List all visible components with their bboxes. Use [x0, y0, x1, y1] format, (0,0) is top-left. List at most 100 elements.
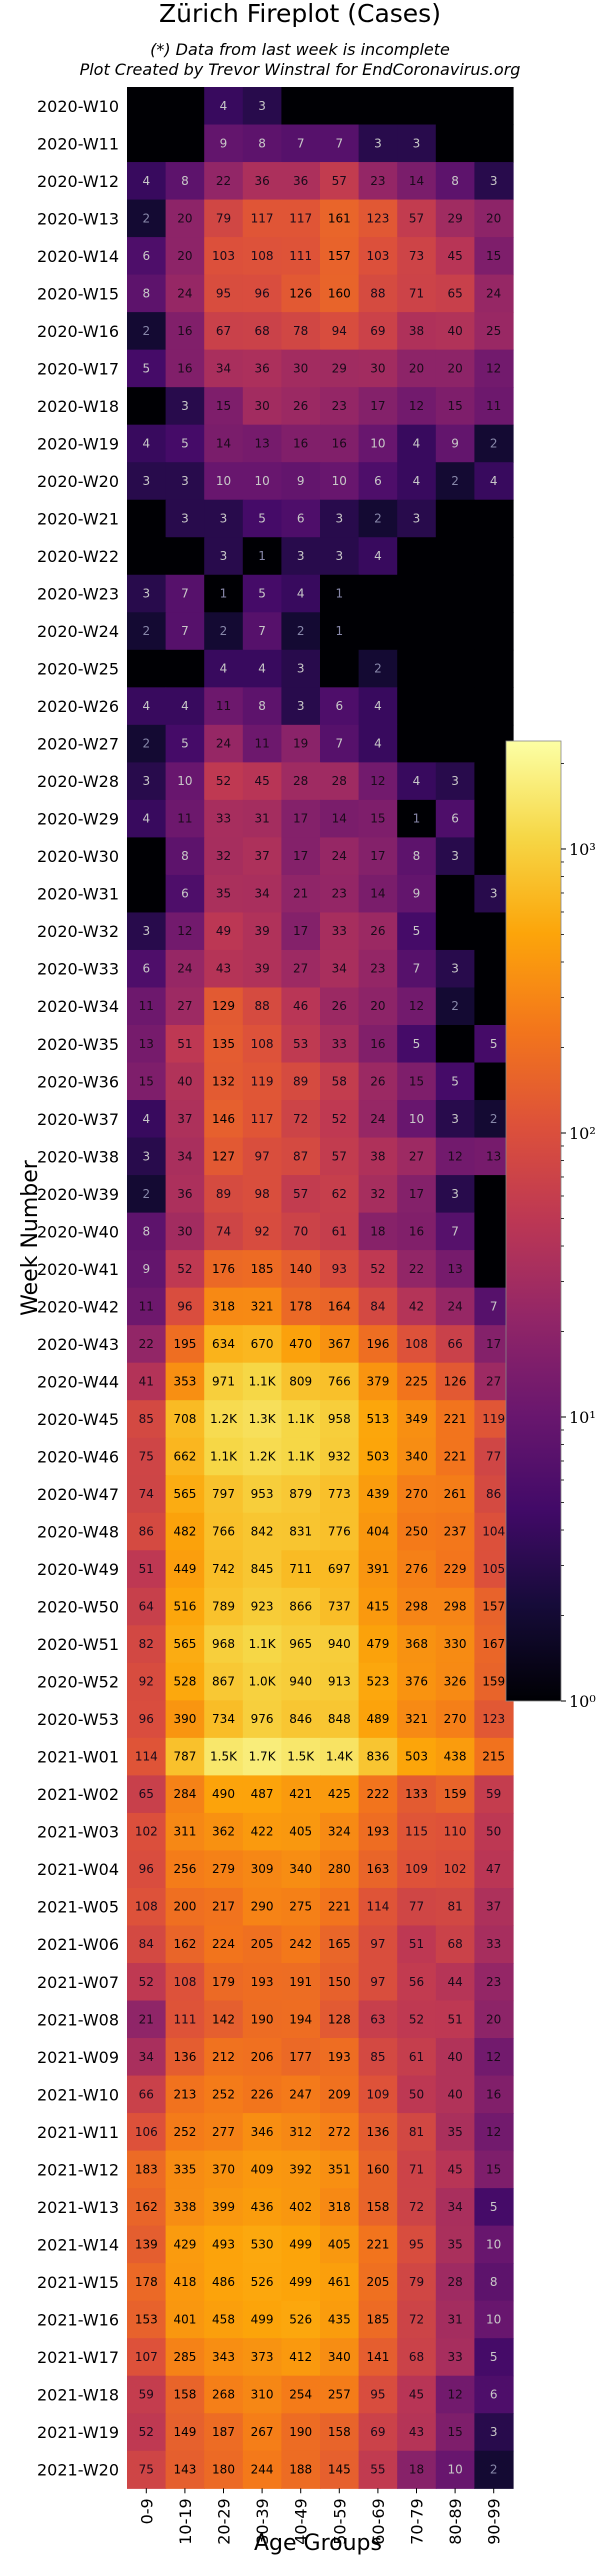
heatmap-cell [127, 1625, 167, 1664]
heatmap-cell [165, 1325, 205, 1364]
heatmap-cell [242, 2413, 282, 2452]
heatmap-cell [127, 2225, 167, 2264]
cell-value-label: 349 [405, 1412, 428, 1426]
heatmap-cell [281, 237, 321, 276]
cell-value-label: 40 [447, 2050, 462, 2064]
week-label: 2021-W05 [37, 1898, 119, 1917]
cell-value-label: 3 [490, 887, 498, 901]
cell-value-label: 7 [258, 624, 266, 638]
heatmap-cell [358, 612, 398, 651]
heatmap-cell [204, 2450, 244, 2489]
heatmap-cell [320, 1437, 360, 1476]
cell-value-label: 157 [328, 249, 351, 263]
heatmap-cell [320, 1062, 360, 1101]
cell-value-label: 78 [293, 324, 308, 338]
heatmap-cell [204, 1475, 244, 1514]
cell-value-label: 2 [451, 474, 459, 488]
heatmap-cell [165, 1700, 205, 1739]
cell-value-label: 57 [409, 211, 424, 225]
cell-value-label: 224 [212, 1937, 235, 1951]
cell-value-label: 3 [335, 511, 343, 525]
cell-value-label: 96 [139, 1862, 154, 1876]
cell-value-label: 221 [328, 1900, 351, 1914]
heatmap-cell [320, 424, 360, 463]
cell-value-label: 3 [142, 587, 150, 601]
heatmap-cell [358, 274, 398, 313]
cell-value-label: 4 [413, 774, 421, 788]
colorbar-tick-label: 10⁰ [569, 1692, 596, 1711]
heatmap-cell [435, 124, 475, 163]
heatmap-cell [397, 1062, 437, 1101]
heatmap-cell [397, 1137, 437, 1176]
heatmap-cell [435, 2150, 475, 2189]
heatmap-cell [127, 1925, 167, 1964]
cell-value-label: 3 [335, 549, 343, 563]
heatmap-cell [242, 2263, 282, 2302]
cell-value-label: 1.5K [210, 1750, 238, 1764]
cell-value-label: 7 [297, 136, 305, 150]
cell-value-label: 96 [254, 286, 269, 300]
cell-value-label: 28 [447, 2275, 462, 2289]
cell-value-label: 109 [366, 2087, 389, 2101]
heatmap-cell [281, 2225, 321, 2264]
cell-value-label: 30 [254, 399, 269, 413]
heatmap-cell [165, 912, 205, 951]
heatmap-cell [397, 2225, 437, 2264]
heatmap-cell [281, 1287, 321, 1326]
colorbar-tick-label: 10³ [569, 840, 596, 859]
heatmap-cell [242, 1362, 282, 1401]
cell-value-label: 461 [328, 2275, 351, 2289]
heatmap-cell [281, 1700, 321, 1739]
heatmap-cell [204, 2413, 244, 2452]
cell-value-label: 503 [405, 1750, 428, 1764]
cell-value-label: 20 [486, 211, 501, 225]
cell-value-label: 26 [370, 1074, 385, 1088]
heatmap-cell [165, 1287, 205, 1326]
cell-value-label: 737 [328, 1600, 351, 1614]
cell-value-label: 10 [409, 1112, 424, 1126]
cell-value-label: 272 [328, 2125, 351, 2139]
week-label: 2021-W20 [37, 2461, 119, 2480]
heatmap-cell [165, 1437, 205, 1476]
heatmap-cell [320, 1362, 360, 1401]
week-label: 2020-W49 [37, 1560, 119, 1579]
cell-value-label: 848 [328, 1712, 351, 1726]
cell-value-label: 7 [181, 624, 189, 638]
heatmap-cell [320, 462, 360, 501]
heatmap-cell [435, 1100, 475, 1139]
heatmap-cell [165, 1625, 205, 1664]
heatmap-cell [281, 1475, 321, 1514]
heatmap-cell [358, 499, 398, 538]
cell-value-label: 229 [444, 1562, 467, 1576]
cell-value-label: 789 [212, 1600, 235, 1614]
cell-value-label: 132 [212, 1074, 235, 1088]
heatmap-cell [281, 162, 321, 201]
cell-value-label: 1.7K [249, 1750, 277, 1764]
cell-value-label: 178 [135, 2275, 158, 2289]
cell-value-label: 73 [409, 249, 424, 263]
cell-value-label: 318 [328, 2200, 351, 2214]
heatmap-cell [435, 1325, 475, 1364]
heatmap-cell [165, 1737, 205, 1776]
heatmap-cell [320, 1700, 360, 1739]
heatmap-cell [281, 387, 321, 426]
cell-value-label: 17 [370, 399, 385, 413]
heatmap-cell [358, 2375, 398, 2414]
cell-value-label: 6 [490, 2387, 498, 2401]
heatmap-cell [242, 2300, 282, 2339]
cell-value-label: 270 [405, 1487, 428, 1501]
cell-value-label: 254 [289, 2387, 312, 2401]
cell-value-label: 8 [142, 286, 150, 300]
heatmap-cell [281, 2188, 321, 2227]
cell-value-label: 37 [177, 1112, 192, 1126]
heatmap-cell [242, 1625, 282, 1664]
cell-value-label: 3 [451, 774, 459, 788]
cell-value-label: 141 [366, 2350, 389, 2364]
cell-value-label: 69 [370, 324, 385, 338]
heatmap-cell [474, 387, 514, 426]
week-label: 2020-W14 [37, 247, 119, 266]
week-label: 2020-W21 [37, 509, 119, 528]
heatmap-cell [242, 987, 282, 1026]
cell-value-label: 194 [289, 2012, 312, 2026]
cell-value-label: 14 [370, 887, 385, 901]
